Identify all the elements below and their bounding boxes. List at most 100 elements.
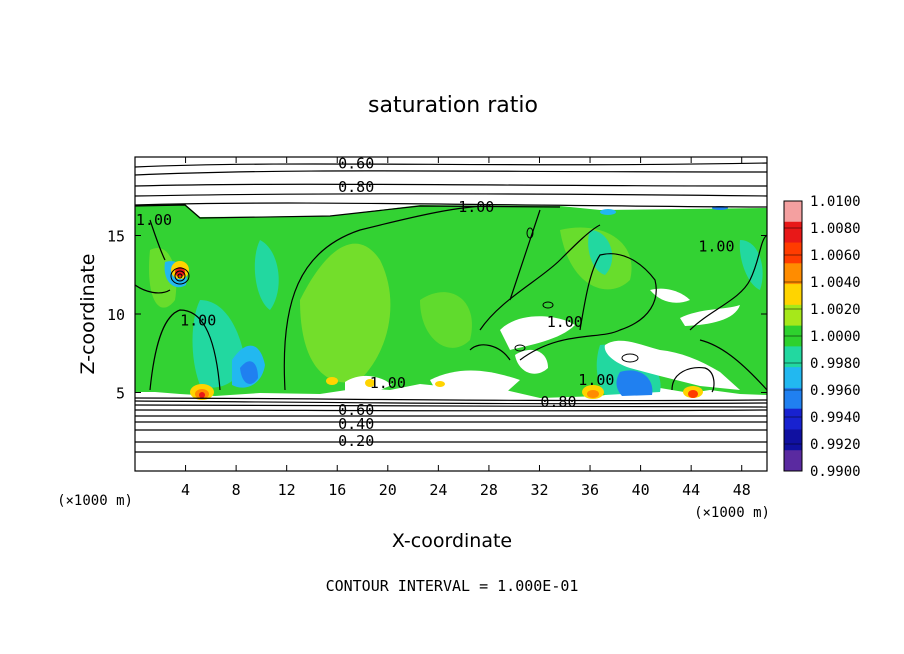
contour-line bbox=[509, 209, 541, 301]
y-axis-label: Z-coordinate bbox=[77, 254, 99, 375]
colorbar-label: 1.0060 bbox=[810, 248, 861, 264]
colorbar-swatch bbox=[784, 429, 802, 451]
y-axis: 5 10 15 bbox=[107, 228, 767, 403]
contour-line bbox=[135, 400, 767, 405]
contour-label: 0.20 bbox=[338, 432, 374, 450]
x-tick-label: 24 bbox=[429, 481, 447, 499]
x-axis-unit: (×1000 m) bbox=[694, 505, 770, 521]
spot bbox=[688, 390, 698, 398]
cyan-patch bbox=[254, 240, 279, 310]
closed-contour bbox=[621, 353, 639, 363]
contour-line bbox=[135, 193, 767, 197]
spot bbox=[175, 267, 185, 277]
x-axis-label: X-coordinate bbox=[392, 530, 512, 552]
contour-label: 1.00 bbox=[180, 311, 216, 329]
contour-line bbox=[469, 344, 511, 361]
contour-label: 0.60 bbox=[338, 154, 374, 172]
dry-patch bbox=[650, 288, 690, 303]
cyan-patch bbox=[588, 230, 613, 275]
contour-line bbox=[671, 367, 715, 393]
closed-contour bbox=[514, 344, 526, 352]
colorbar-label: 0.9940 bbox=[810, 410, 861, 426]
contour-line bbox=[479, 224, 601, 331]
colorbar-label: 1.0080 bbox=[810, 221, 861, 237]
y-tick-label: 10 bbox=[107, 306, 125, 324]
contour-line bbox=[135, 162, 767, 168]
contour-label: 1.00 bbox=[698, 237, 734, 255]
dry-patch bbox=[680, 305, 740, 326]
spot bbox=[199, 392, 205, 398]
colorbar-label: 1.0020 bbox=[810, 302, 861, 318]
x-tick-label: 32 bbox=[530, 481, 548, 499]
spot bbox=[326, 377, 338, 385]
contour-line bbox=[699, 339, 767, 391]
dry-patch bbox=[604, 340, 740, 390]
colorbar-label: 1.0040 bbox=[810, 275, 861, 291]
colorbar-label: 0.9920 bbox=[810, 437, 861, 453]
colorbar-label: 1.0100 bbox=[810, 194, 861, 210]
dry-patch bbox=[500, 316, 575, 350]
colorbar-label: 0.9960 bbox=[810, 383, 861, 399]
x-tick-label: 8 bbox=[232, 481, 241, 499]
spot bbox=[435, 381, 445, 387]
light-green-patch bbox=[420, 292, 472, 348]
z-axis-unit: (×1000 m) bbox=[57, 493, 133, 509]
closed-contour bbox=[542, 301, 554, 309]
contour-lines bbox=[135, 162, 767, 454]
x-tick-label: 4 bbox=[181, 481, 190, 499]
contour-line bbox=[135, 204, 561, 219]
contour-label: 0.80 bbox=[338, 178, 374, 196]
x-tick-label: 20 bbox=[379, 481, 397, 499]
colorbar-label: 0.9980 bbox=[810, 356, 861, 372]
contour-line bbox=[135, 202, 767, 208]
closed-contours bbox=[170, 227, 639, 363]
contour-label: 0.80 bbox=[540, 393, 576, 411]
colorbar-swatch bbox=[784, 263, 802, 285]
spot bbox=[600, 209, 616, 215]
colorbar-swatch bbox=[784, 387, 802, 410]
spot bbox=[365, 379, 375, 387]
contour-interval-note: CONTOUR INTERVAL = 1.000E-01 bbox=[326, 577, 579, 595]
contour-line bbox=[135, 397, 767, 402]
cyan-patch bbox=[739, 240, 763, 290]
chart-title: saturation ratio bbox=[368, 93, 538, 118]
contour-line bbox=[135, 284, 171, 294]
colorbar: 1.0100 1.0080 1.0060 1.0040 1.0020 1.0000 0.99… bbox=[783, 194, 861, 480]
colorbar-swatch bbox=[784, 346, 802, 368]
contour-line bbox=[519, 253, 657, 361]
x-tick-label: 28 bbox=[480, 481, 498, 499]
closed-contour bbox=[177, 273, 183, 279]
closed-contour bbox=[170, 267, 190, 285]
x-tick-label: 16 bbox=[328, 481, 346, 499]
contour-label-layer: 0.600.801.001.001.001.00 1.001.00 1.000.80… bbox=[136, 154, 735, 450]
dry-patch bbox=[430, 370, 520, 398]
supersaturation-spots bbox=[171, 206, 728, 400]
y-tick-label: 15 bbox=[107, 228, 125, 246]
colorbar-swatch bbox=[784, 304, 802, 327]
contour-line bbox=[149, 219, 166, 261]
blue-patch bbox=[616, 370, 653, 396]
contour-line bbox=[135, 170, 767, 176]
x-tick-label: 12 bbox=[278, 481, 296, 499]
colorbar-swatch bbox=[784, 408, 802, 430]
y-tick-label: 5 bbox=[116, 385, 125, 403]
blue-patch bbox=[240, 361, 258, 384]
colorbar-label: 1.0000 bbox=[810, 329, 861, 345]
cyan-patch bbox=[192, 300, 245, 388]
plot-area: 0.600.801.001.001.001.00 1.001.00 1.000.80… bbox=[135, 154, 767, 471]
contour-line bbox=[689, 234, 767, 331]
contour-line bbox=[283, 205, 491, 391]
colorbar-swatch bbox=[784, 450, 802, 472]
colorbar-swatch bbox=[784, 284, 802, 306]
contour-line bbox=[149, 309, 221, 391]
colorbar-swatch bbox=[784, 221, 802, 244]
contour-line bbox=[135, 183, 767, 187]
contour-label: 0.40 bbox=[338, 415, 374, 433]
contour-label: 0.60 bbox=[338, 401, 374, 419]
contour-line bbox=[135, 409, 767, 412]
closed-contour bbox=[526, 227, 534, 239]
colorbar-swatch bbox=[784, 242, 802, 264]
x-tick-label: 44 bbox=[682, 481, 700, 499]
contour-label: 1.00 bbox=[547, 313, 583, 331]
